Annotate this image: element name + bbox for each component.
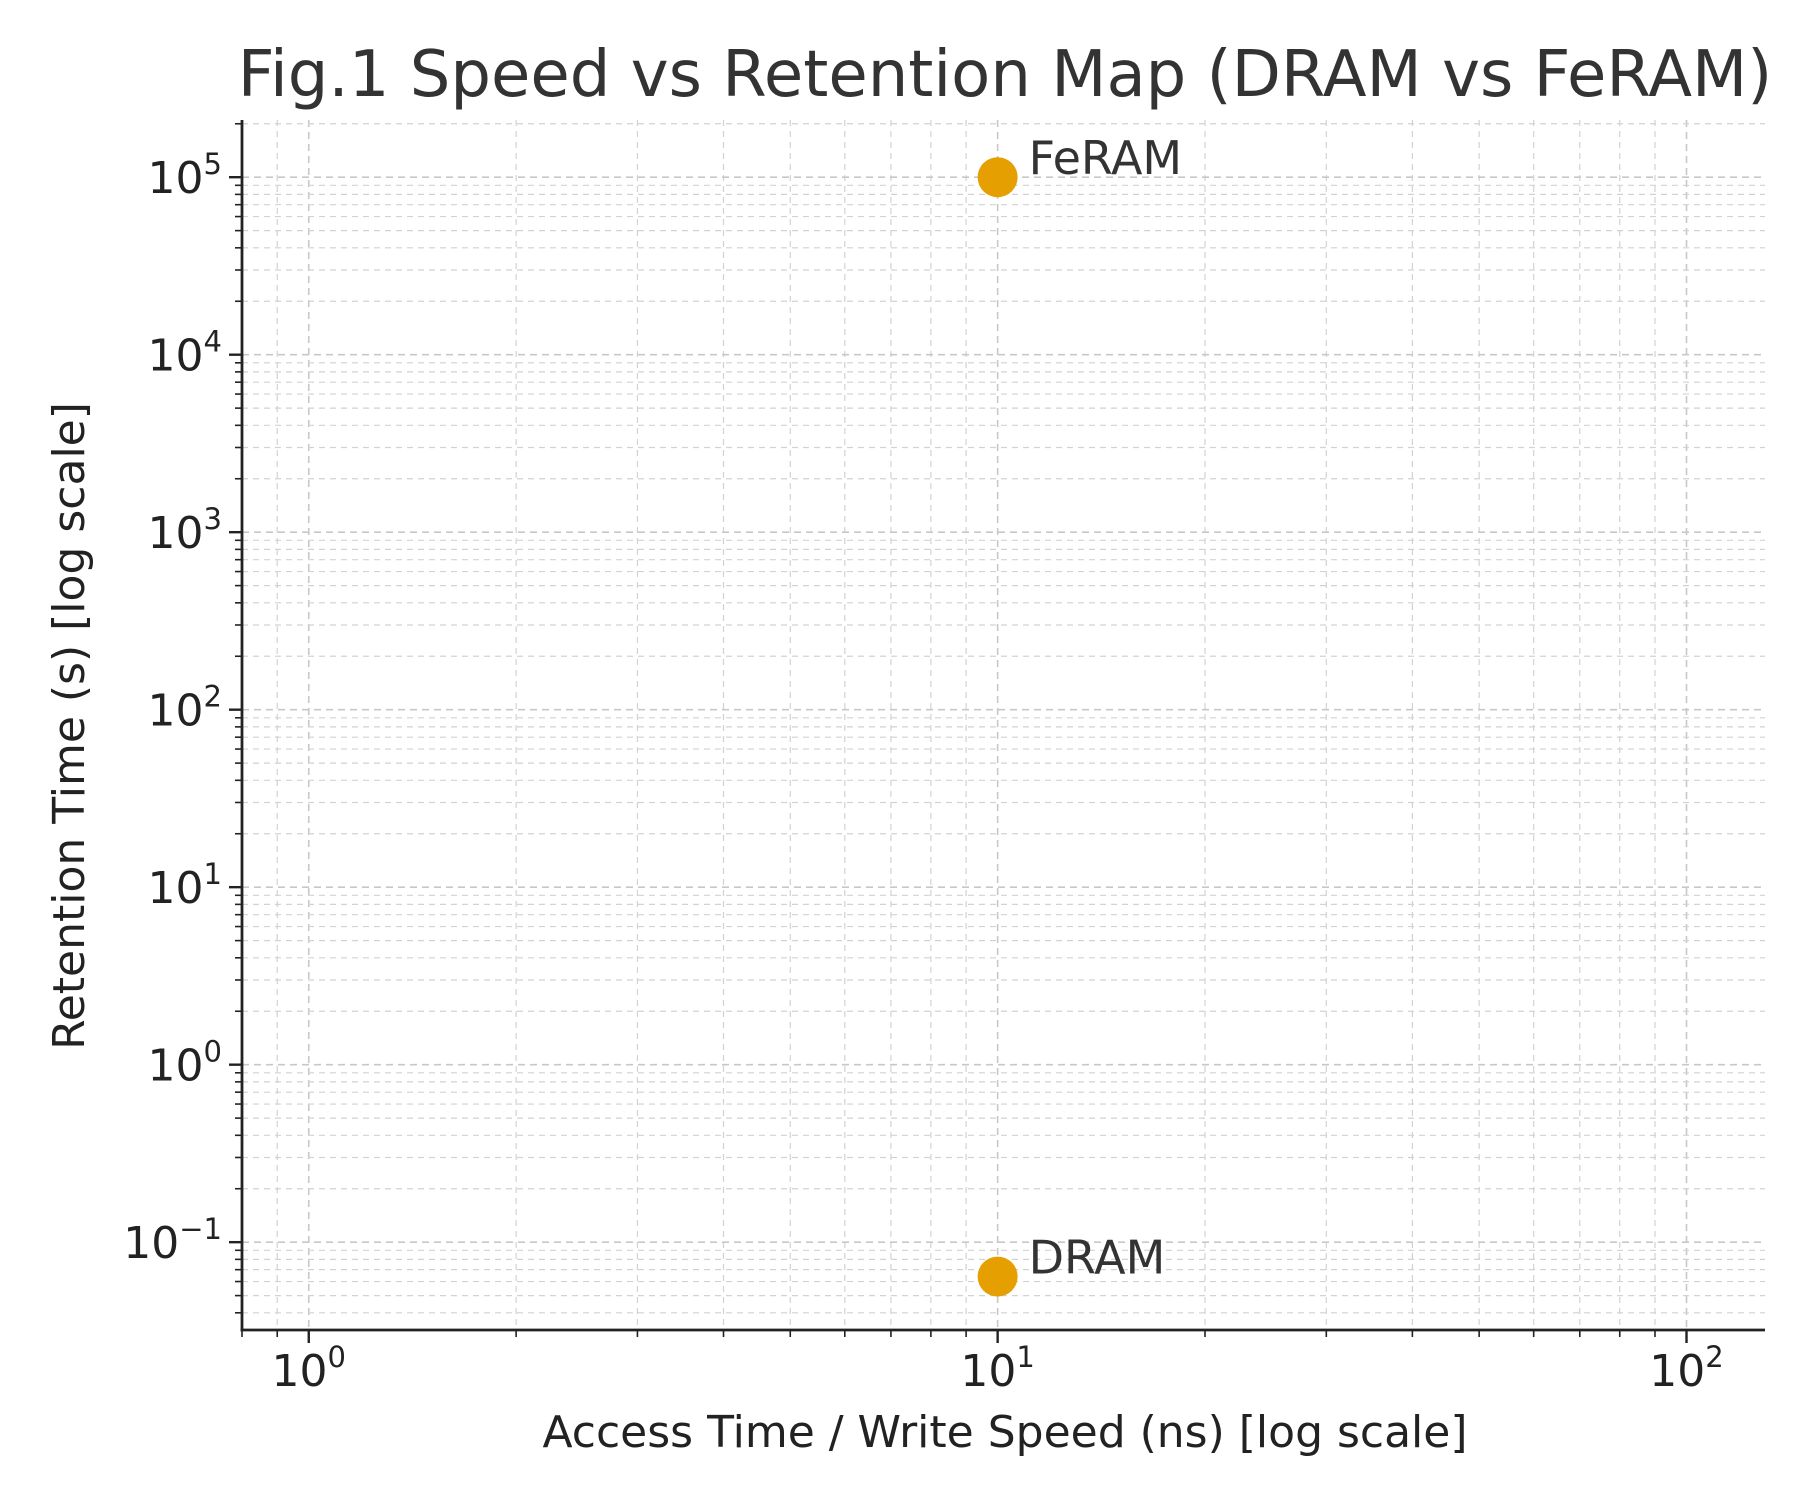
x-tick-label: 101 <box>960 1340 1034 1397</box>
grid <box>241 120 1765 1330</box>
point-label-feram: FeRAM <box>1029 131 1183 185</box>
y-tick-label: 102 <box>148 680 222 737</box>
y-tick-label: 105 <box>148 147 222 204</box>
y-tick-label: 10−1 <box>123 1212 222 1269</box>
y-tick-label: 101 <box>148 857 222 914</box>
y-axis-label: Retention Time (s) [log scale] <box>44 402 95 1050</box>
tick-labels: 100 101 102 10−1 100 101 102 103 104 105 <box>123 147 1723 1397</box>
y-tick-label: 100 <box>148 1035 222 1092</box>
x-tick-label: 102 <box>1649 1340 1723 1397</box>
data-points: DRAM FeRAM <box>977 131 1183 1297</box>
point-dram <box>977 1256 1018 1297</box>
point-label-dram: DRAM <box>1029 1231 1166 1285</box>
x-tick-label: 100 <box>272 1340 346 1397</box>
y-tick-label: 103 <box>148 502 222 559</box>
axes <box>229 120 1765 1343</box>
y-tick-label: 104 <box>148 325 222 382</box>
chart-title: Fig.1 Speed vs Retention Map (DRAM vs Fe… <box>238 38 1772 112</box>
x-axis-label: Access Time / Write Speed (ns) [log scal… <box>542 1407 1467 1458</box>
point-feram <box>977 157 1018 198</box>
